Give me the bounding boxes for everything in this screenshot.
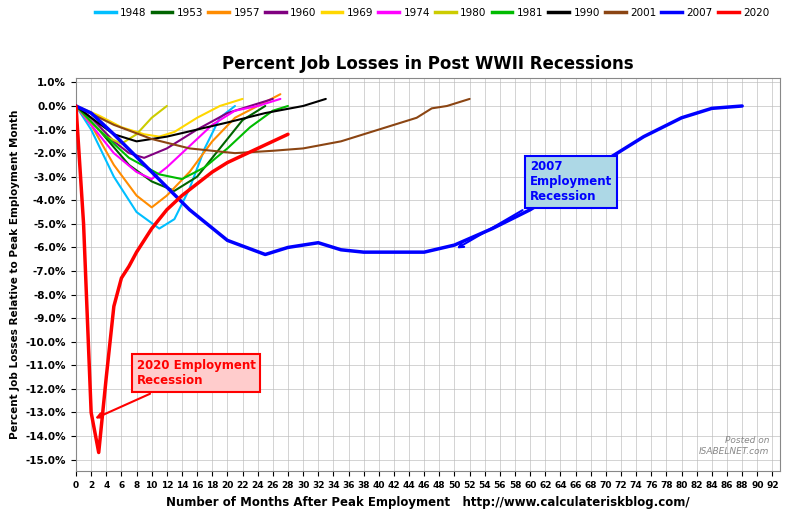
Y-axis label: Percent Job Losses Relative to Peak Employment Month: Percent Job Losses Relative to Peak Empl…	[10, 110, 20, 439]
Legend: 1948, 1953, 1957, 1960, 1969, 1974, 1980, 1981, 1990, 2001, 2007, 2020: 1948, 1953, 1957, 1960, 1969, 1974, 1980…	[95, 8, 769, 18]
Title: Percent Job Losses in Post WWII Recessions: Percent Job Losses in Post WWII Recessio…	[222, 55, 634, 74]
Text: 2020 Employment
Recession: 2020 Employment Recession	[98, 359, 255, 418]
Text: 2007
Employment
Recession: 2007 Employment Recession	[459, 160, 613, 247]
X-axis label: Number of Months After Peak Employment   http://www.calculateriskblog.com/: Number of Months After Peak Employment h…	[166, 496, 690, 509]
Text: Posted on
ISABELNET.com: Posted on ISABELNET.com	[699, 436, 770, 456]
